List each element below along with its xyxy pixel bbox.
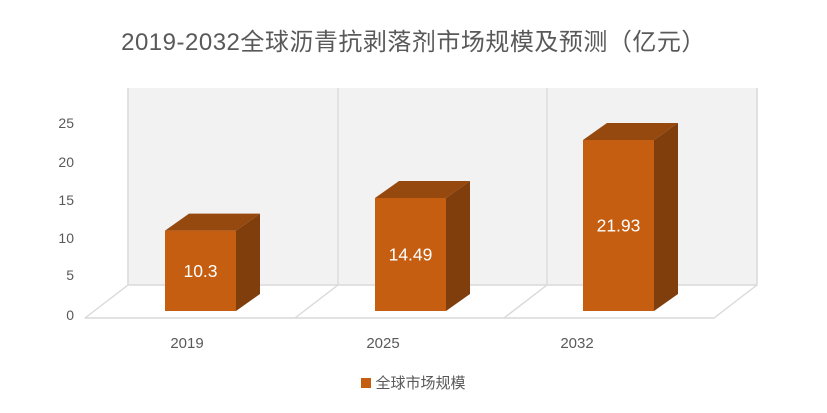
y-axis-tick-label: 25 — [58, 115, 74, 131]
bar-front-face — [165, 230, 236, 311]
y-axis-tick-label: 20 — [58, 154, 74, 170]
y-axis-tick-label: 15 — [58, 192, 74, 208]
floor-separator-line — [503, 284, 548, 319]
bar-side-face — [654, 122, 678, 311]
bar-data-label: 10.3 — [183, 261, 217, 281]
bar-data-label: 14.49 — [389, 244, 433, 264]
bar-side-face — [446, 180, 470, 311]
bar-top-face — [165, 213, 260, 231]
x-axis-label-2019: 2019 — [170, 335, 204, 352]
y-axis-tick-label: 10 — [58, 230, 74, 246]
x-axis-label-2025: 2025 — [366, 335, 400, 352]
bar-top-face — [375, 180, 470, 198]
bar-top-face — [583, 122, 678, 140]
bar-front-face — [375, 197, 446, 311]
x-axis-label-2032: 2032 — [560, 335, 594, 352]
bar-side-face — [236, 213, 260, 311]
legend: 全球市场规模 — [0, 372, 827, 393]
chart-title: 2019-2032全球沥青抗剥落剂市场规模及预测（亿元） — [121, 29, 706, 56]
bar-series-group: 10.3 14.49 21.93 — [165, 122, 678, 311]
floor-separator-line — [294, 284, 339, 319]
y-axis-tick-label: 5 — [66, 267, 74, 283]
y-axis-tick-label: 0 — [66, 307, 74, 323]
legend-marker-icon — [361, 377, 372, 388]
bar-data-label: 21.93 — [597, 215, 641, 235]
legend-series-label: 全球市场规模 — [375, 375, 466, 392]
bar-front-face — [583, 139, 654, 311]
